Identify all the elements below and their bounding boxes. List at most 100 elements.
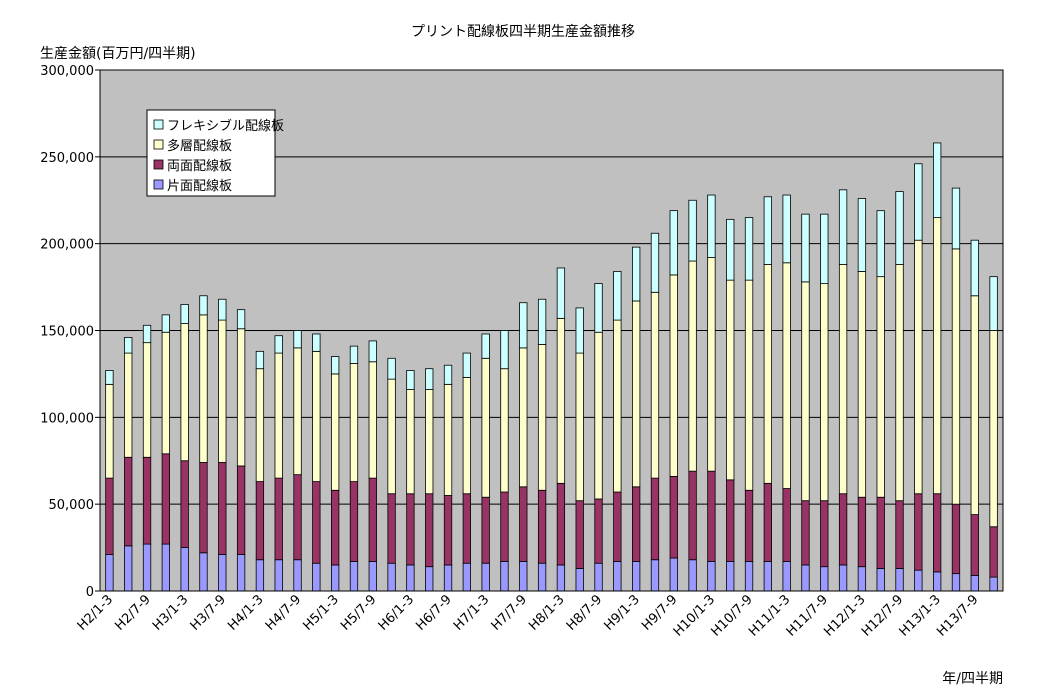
bar-segment bbox=[933, 142, 942, 219]
bar-segment bbox=[989, 576, 998, 592]
bar-segment bbox=[989, 276, 998, 331]
bar-segment bbox=[763, 482, 772, 562]
bar-segment bbox=[744, 561, 754, 592]
bar-segment bbox=[443, 383, 453, 496]
bar-segment bbox=[801, 213, 810, 283]
bar-segment bbox=[650, 232, 660, 293]
bar-segment bbox=[368, 477, 377, 562]
legend-label: 多層配線板 bbox=[167, 138, 232, 154]
bar-segment bbox=[782, 488, 791, 562]
bar-segment bbox=[218, 462, 227, 555]
bar-segment bbox=[669, 210, 678, 276]
bar-segment bbox=[293, 330, 302, 349]
bar-segment bbox=[876, 210, 885, 278]
bar-segment bbox=[218, 298, 227, 321]
bar-segment bbox=[782, 194, 791, 264]
bar-segment bbox=[594, 498, 603, 564]
bar-segment bbox=[349, 363, 359, 482]
bar-segment bbox=[744, 489, 754, 562]
bar-segment bbox=[556, 482, 566, 566]
bar-segment bbox=[556, 267, 566, 319]
bar-segment bbox=[368, 561, 377, 592]
bar-segment bbox=[838, 564, 848, 592]
y-tick-label: 200,000 bbox=[40, 238, 94, 253]
bar-segment bbox=[199, 314, 208, 463]
bar-segment bbox=[124, 545, 133, 592]
bar-segment bbox=[989, 526, 998, 578]
bar-segment bbox=[951, 573, 961, 592]
bar-segment bbox=[914, 239, 923, 495]
bar-segment bbox=[331, 564, 340, 592]
bar-segment bbox=[274, 477, 283, 561]
bar-segment bbox=[669, 557, 678, 592]
bar-segment bbox=[199, 462, 208, 554]
bar-segment bbox=[820, 500, 829, 568]
y-tick-label: 50,000 bbox=[49, 498, 95, 513]
bar-segment bbox=[519, 561, 528, 592]
bar-segment bbox=[726, 279, 735, 481]
bar-segment bbox=[462, 493, 471, 564]
bar-segment bbox=[744, 279, 754, 491]
bar-segment bbox=[838, 264, 848, 495]
bar-segment bbox=[218, 554, 227, 592]
bar-segment bbox=[575, 307, 584, 354]
bar-segment bbox=[876, 568, 885, 592]
legend-swatch bbox=[153, 139, 164, 150]
bar-segment bbox=[349, 481, 359, 562]
bar-segment bbox=[425, 368, 434, 390]
bar-segment bbox=[726, 479, 735, 562]
bar-segment bbox=[443, 364, 453, 385]
bar-segment bbox=[744, 217, 754, 281]
bar-segment bbox=[632, 561, 641, 592]
bar-segment bbox=[707, 470, 716, 562]
bar-segment bbox=[236, 465, 246, 555]
bar-segment bbox=[236, 309, 246, 330]
bar-segment bbox=[801, 281, 810, 502]
bar-segment bbox=[443, 564, 453, 592]
bar-segment bbox=[650, 477, 660, 561]
y-tick-label: 0 bbox=[86, 585, 94, 600]
bar-segment bbox=[914, 493, 923, 571]
bar-segment bbox=[274, 559, 283, 592]
legend-label: 片面配線板 bbox=[167, 178, 232, 194]
bar-segment bbox=[763, 264, 772, 484]
bar-segment bbox=[425, 493, 434, 568]
chart-title: プリント配線板四半期生産金額推移 bbox=[411, 24, 635, 40]
bar-segment bbox=[387, 378, 396, 495]
bar-segment bbox=[650, 291, 660, 479]
bar-segment bbox=[406, 370, 415, 390]
bar-segment bbox=[632, 246, 641, 302]
bar-segment bbox=[820, 283, 829, 502]
bar-segment bbox=[970, 239, 979, 297]
bar-segment bbox=[838, 493, 848, 566]
bar-segment bbox=[594, 562, 603, 592]
bar-segment bbox=[255, 350, 265, 370]
x-axis-label: 年/四半期 bbox=[942, 671, 1003, 687]
bar-segment bbox=[857, 496, 867, 568]
bar-segment bbox=[933, 493, 942, 573]
bar-segment bbox=[857, 271, 867, 498]
bar-segment bbox=[556, 564, 566, 592]
bar-segment bbox=[180, 460, 189, 548]
bar-segment bbox=[914, 163, 923, 241]
bar-segment bbox=[274, 335, 283, 354]
bar-segment bbox=[105, 554, 114, 592]
bar-segment bbox=[669, 475, 678, 559]
bar-segment bbox=[669, 274, 678, 477]
bar-segment bbox=[293, 474, 302, 561]
bar-segment bbox=[970, 574, 979, 592]
bar-segment bbox=[199, 552, 208, 592]
bar-segment bbox=[951, 503, 961, 575]
bar-segment bbox=[331, 489, 340, 566]
bar-segment bbox=[124, 352, 133, 458]
bar-segment bbox=[142, 342, 152, 458]
bar-segment bbox=[500, 491, 509, 562]
bar-segment bbox=[650, 559, 660, 592]
y-axis-label: 生産金額(百万円/四半期) bbox=[40, 46, 196, 62]
bar-segment bbox=[951, 187, 961, 250]
bar-segment bbox=[161, 331, 170, 455]
bar-segment bbox=[782, 262, 791, 489]
bar-segment bbox=[613, 319, 622, 493]
bar-segment bbox=[782, 561, 791, 592]
bar-segment bbox=[406, 564, 415, 592]
